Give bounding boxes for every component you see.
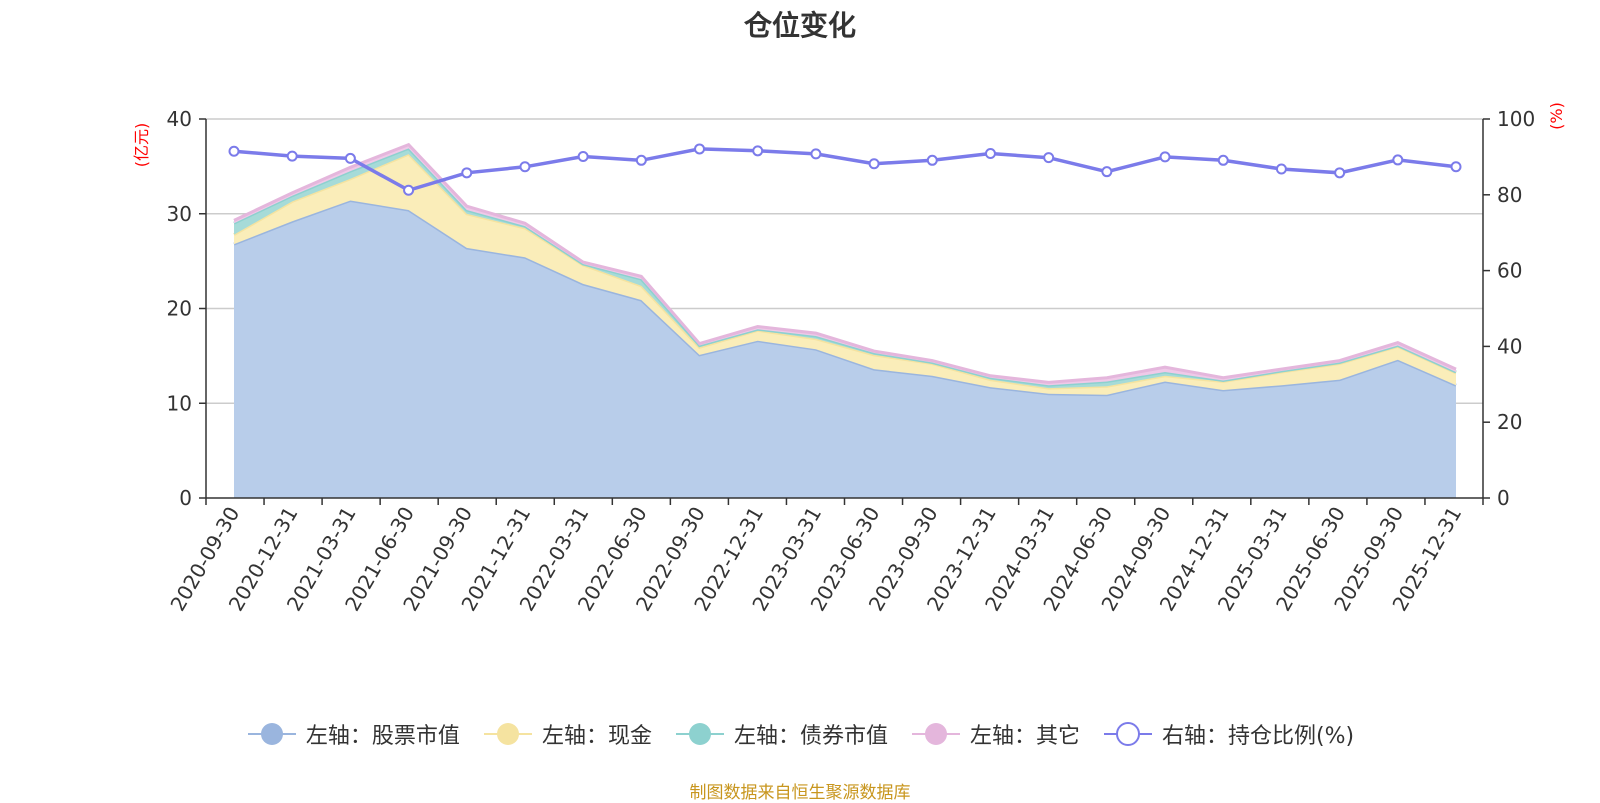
legend-item[interactable]: 右轴：持仓比例(%) xyxy=(1102,718,1354,750)
ratio-point xyxy=(577,151,589,163)
legend-marker-icon xyxy=(247,723,296,745)
ratio-point xyxy=(1101,166,1113,178)
ratio-point xyxy=(519,161,531,173)
area-左轴：其它 xyxy=(234,144,1456,386)
legend-marker-icon xyxy=(675,723,724,745)
data-source-note: 制图数据来自恒生聚源数据库 xyxy=(689,783,911,803)
ratio-point xyxy=(1159,151,1171,163)
stacked-areas xyxy=(233,142,1457,498)
left-tick-label: 30 xyxy=(167,202,192,226)
ratio-point xyxy=(1043,152,1055,164)
area-左轴：现金 xyxy=(234,154,1456,395)
legend-item[interactable]: 左轴：其它 xyxy=(910,718,1080,750)
left-tick-label: 10 xyxy=(167,391,192,415)
legend-item[interactable]: 左轴：股票市值 xyxy=(246,718,460,750)
ratio-point xyxy=(926,154,938,166)
legend-item[interactable]: 左轴：债券市值 xyxy=(674,718,888,750)
legend: 左轴：股票市值 左轴：现金 左轴：债券市值 左轴：其它 右轴：持仓比例(%) xyxy=(0,718,1600,750)
legend-item[interactable]: 左轴：现金 xyxy=(482,718,652,750)
right-tick-label: 20 xyxy=(1497,410,1522,434)
legend-marker-icon xyxy=(911,723,960,745)
area-line-左轴：其它 xyxy=(233,142,1457,384)
ratio-line-path xyxy=(233,147,1457,193)
ratio-point xyxy=(1392,154,1404,166)
ratio-point xyxy=(810,148,822,160)
chart-title: 仓位变化 xyxy=(743,9,856,42)
legend-label: 左轴：债券市值 xyxy=(733,724,888,749)
right-tick-label: 80 xyxy=(1497,183,1522,207)
legend-label: 左轴：现金 xyxy=(541,724,652,749)
ratio-point xyxy=(1450,161,1462,173)
right-axis-unit: (%) xyxy=(1547,102,1566,130)
ratio-point xyxy=(228,145,240,157)
legend-marker-icon xyxy=(483,723,532,745)
ratio-line xyxy=(228,143,1462,196)
legend-marker-icon xyxy=(1103,722,1152,746)
ratio-point xyxy=(403,184,415,196)
ratio-point xyxy=(694,143,706,155)
right-tick-label: 100 xyxy=(1497,107,1535,131)
ratio-point xyxy=(752,145,764,157)
ratio-point xyxy=(868,158,880,170)
ratio-point xyxy=(1275,163,1287,175)
legend-label: 右轴：持仓比例(%) xyxy=(1161,724,1355,749)
legend-label: 左轴：其它 xyxy=(969,724,1080,749)
ratio-point xyxy=(635,154,647,166)
ratio-point xyxy=(344,152,356,164)
ratio-point xyxy=(461,167,473,179)
left-tick-label: 40 xyxy=(167,107,192,131)
right-tick-label: 0 xyxy=(1497,486,1510,510)
ratio-point xyxy=(286,150,298,162)
ratio-point xyxy=(984,147,996,159)
ratio-point xyxy=(1217,154,1229,166)
left-tick-label: 0 xyxy=(179,486,192,510)
ratio-point xyxy=(1334,167,1346,179)
area-左轴：股票市值 xyxy=(234,200,1456,498)
left-tick-label: 20 xyxy=(167,297,192,321)
left-axis-unit: (亿元) xyxy=(132,123,151,168)
right-tick-label: 40 xyxy=(1497,334,1522,358)
right-tick-label: 60 xyxy=(1497,259,1522,283)
legend-label: 左轴：股票市值 xyxy=(305,724,460,749)
